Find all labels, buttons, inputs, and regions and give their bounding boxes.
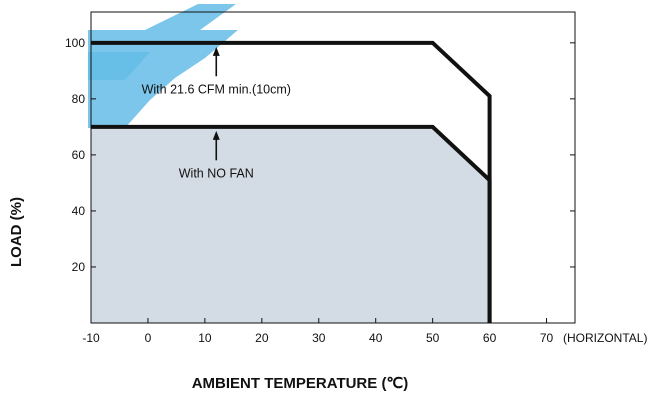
x-tick-label: 70 <box>540 331 554 345</box>
x-tick-label: -10 <box>82 331 100 345</box>
plot-frame <box>90 11 576 324</box>
series-line-2 <box>91 124 492 323</box>
x-tick-label: 0 <box>145 331 152 345</box>
annotation-arrow-head <box>212 46 220 56</box>
x-axis-suffix: (HORIZONTAL) <box>563 331 647 345</box>
y-tick-label: 40 <box>72 204 86 218</box>
annotation-label-1: With 21.6 CFM min.(10cm) <box>142 82 291 96</box>
x-tick-label: 60 <box>483 331 497 345</box>
x-tick-label: 40 <box>369 331 383 345</box>
x-tick-label: 20 <box>255 331 269 345</box>
x-axis-title: AMBIENT TEMPERATURE (℃) <box>192 375 409 392</box>
x-tick-label: 10 <box>198 331 212 345</box>
y-tick-label: 60 <box>72 148 86 162</box>
shaded-region <box>91 126 490 323</box>
y-axis-title: LOAD (%) <box>8 197 25 267</box>
watermark-stroke-2 <box>88 52 150 80</box>
y-tick-label: 80 <box>72 92 86 106</box>
x-tick-label: 50 <box>426 331 440 345</box>
y-tick-label: 20 <box>72 260 86 274</box>
x-tick-label: 30 <box>312 331 326 345</box>
watermark-stroke <box>88 4 238 128</box>
y-tick-label: 100 <box>65 36 85 50</box>
annotation-label-2: With NO FAN <box>179 166 254 180</box>
annotation-arrow-head <box>212 130 220 140</box>
